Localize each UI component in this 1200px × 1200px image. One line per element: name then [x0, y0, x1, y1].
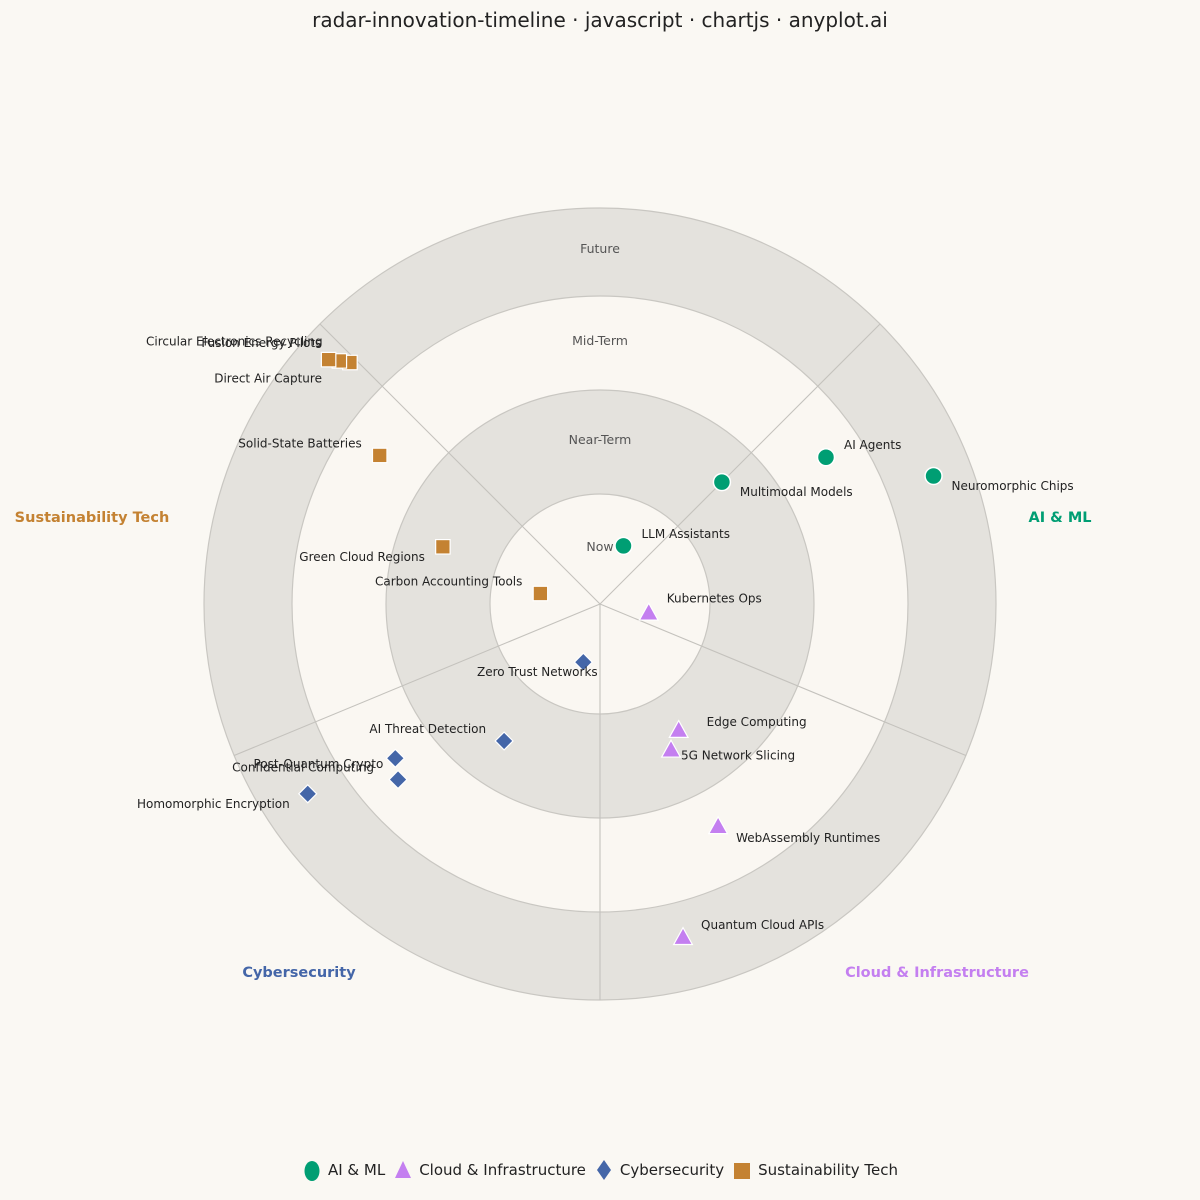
data-point-label: Carbon Accounting Tools — [375, 574, 522, 588]
data-point-label: Multimodal Models — [740, 485, 853, 499]
data-point — [297, 784, 318, 804]
legend-item[interactable]: Cybersecurity — [594, 1158, 724, 1182]
data-point-label: Confidential Computing — [232, 761, 374, 775]
data-point — [614, 536, 633, 556]
data-point-label: Direct Air Capture — [214, 372, 322, 386]
data-point-label: WebAssembly Runtimes — [736, 831, 880, 845]
data-point-label: 5G Network Slicing — [681, 749, 795, 763]
data-point — [573, 652, 594, 672]
sector-divider — [599, 323, 881, 605]
data-point-label: AI Agents — [844, 438, 901, 452]
legend-label: AI & ML — [327, 1161, 386, 1179]
data-point-label: Neuromorphic Chips — [952, 479, 1074, 493]
chart-title: radar-innovation-timeline · javascript ·… — [312, 8, 888, 32]
ring-label: Mid-Term — [572, 333, 628, 348]
data-point-label: Green Cloud Regions — [299, 550, 425, 564]
data-point — [816, 447, 836, 467]
data-point-label: LLM Assistants — [641, 527, 729, 541]
sector-label: Cybersecurity — [242, 965, 356, 981]
data-point-label: Fusion Energy Pilots — [201, 336, 321, 350]
legend-swatch-icon — [596, 1160, 611, 1180]
data-point — [385, 748, 406, 769]
data-point-label: Kubernetes Ops — [667, 592, 762, 606]
data-point — [532, 585, 549, 602]
legend-label: Cybersecurity — [619, 1161, 725, 1179]
data-point-label: Solid-State Batteries — [238, 436, 361, 450]
data-point-label: Zero Trust Networks — [477, 665, 598, 679]
sector-label: Cloud & Infrastructure — [845, 965, 1029, 981]
data-point-label: Edge Computing — [707, 715, 807, 729]
data-point — [638, 602, 660, 621]
ring-label: Now — [586, 539, 613, 554]
data-point — [660, 739, 682, 758]
legend-swatch-icon — [734, 1163, 751, 1179]
sector-label: Sustainability Tech — [15, 510, 170, 526]
legend-item[interactable]: AI & ML — [302, 1158, 385, 1182]
ring-label: Near-Term — [569, 432, 632, 447]
legend-label: Cloud & Infrastructure — [419, 1161, 586, 1179]
data-point — [320, 351, 337, 368]
legend-label: Sustainability Tech — [758, 1161, 899, 1179]
data-point — [371, 447, 388, 464]
data-point-label: Quantum Cloud APIs — [701, 918, 824, 932]
data-point — [494, 731, 514, 751]
legend-item[interactable]: Cloud & Infrastructure — [393, 1158, 586, 1182]
data-point-label: AI Threat Detection — [369, 722, 486, 736]
data-point-label: Post-Quantum Crypto — [254, 757, 384, 771]
data-point — [924, 466, 943, 486]
data-point — [712, 472, 732, 492]
data-point — [672, 926, 694, 946]
sector-divider — [599, 603, 967, 757]
sector-label: AI & ML — [1028, 510, 1091, 526]
data-point — [435, 538, 451, 555]
data-point — [388, 769, 408, 790]
legend-item[interactable]: Sustainability Tech — [732, 1158, 898, 1182]
legend: AI & ML Cloud & Infrastructure Cybersecuri… — [0, 1158, 1200, 1182]
legend-swatch-icon — [304, 1161, 320, 1181]
data-point — [707, 815, 729, 835]
data-point-label: Homomorphic Encryption — [137, 797, 290, 811]
sector-divider — [233, 603, 601, 757]
sector-divider — [319, 323, 601, 605]
ring-label: Future — [580, 241, 620, 256]
data-point-label: Circular Electronics Recycling — [146, 335, 323, 349]
legend-swatch-icon — [395, 1161, 412, 1178]
data-point — [668, 719, 690, 738]
